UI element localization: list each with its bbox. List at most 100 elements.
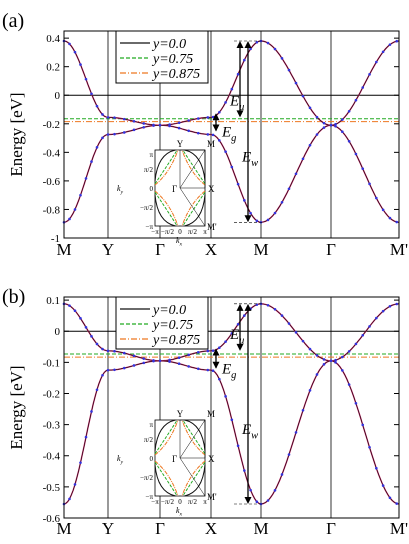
Eu-label-main: E — [229, 93, 239, 109]
band-marker — [68, 497, 71, 501]
band-marker — [266, 499, 270, 502]
inset-Mp-label: M' — [207, 492, 217, 502]
plot-frame — [63, 296, 400, 519]
Eg-arrow-head-top — [212, 348, 220, 356]
band-marker — [95, 104, 99, 108]
band-marker — [224, 395, 227, 398]
band-marker — [329, 123, 333, 127]
band-marker — [206, 368, 210, 372]
inset-Gamma-label: Γ — [172, 454, 177, 464]
inset-xtick: π/2 — [188, 498, 197, 506]
band-marker — [334, 123, 337, 126]
band-marker — [95, 146, 99, 149]
band-marker — [132, 364, 136, 367]
Eg-arrow-head-bottom — [212, 361, 220, 369]
band-marker — [218, 377, 221, 381]
band-marker — [224, 340, 227, 343]
band-marker — [287, 187, 291, 191]
band-marker — [211, 133, 215, 137]
band-marker — [79, 317, 82, 320]
band-marker — [106, 116, 110, 119]
Eg-label-main: E — [221, 125, 231, 141]
band-marker — [341, 369, 344, 372]
band-marker — [266, 41, 270, 45]
band-marker — [79, 63, 82, 66]
band-marker — [266, 218, 270, 222]
band-marker — [347, 109, 351, 113]
band-marker — [187, 119, 190, 122]
band-marker — [230, 165, 234, 169]
kpoint-label: X — [205, 519, 217, 538]
Ew-arrow-head-bottom — [244, 215, 252, 223]
band-marker — [101, 373, 104, 377]
band-marker — [236, 72, 240, 76]
band-marker — [73, 309, 77, 313]
legend: y=0.0y=0.75y=0.875 — [115, 296, 209, 350]
Eg-label: Eg — [221, 125, 236, 145]
band-marker — [113, 132, 116, 136]
band-marker — [249, 488, 252, 492]
inset-ytick: −π/2 — [140, 474, 153, 482]
band-marker — [315, 373, 319, 376]
plot-frame — [63, 30, 400, 239]
band-marker — [196, 131, 200, 135]
band-marker — [334, 358, 337, 362]
kpoint-label: Γ — [155, 240, 165, 259]
inset-xtick: −π — [151, 228, 159, 236]
band-marker — [368, 325, 371, 328]
Ew-arrow-head-top — [244, 303, 252, 311]
band-marker — [375, 316, 378, 320]
inset-xtick: π/2 — [188, 228, 197, 236]
band-marker — [308, 389, 312, 392]
band-marker — [158, 359, 162, 363]
band-marker — [224, 101, 227, 104]
band-upper-line — [63, 40, 400, 126]
Eu-label-sub: u — [239, 102, 244, 113]
band-marker — [132, 128, 136, 132]
band-marker — [79, 461, 82, 464]
band-marker — [322, 363, 326, 366]
band-marker — [106, 368, 110, 372]
y-tick-label: -0.4 — [43, 451, 61, 463]
inset-ytick: −π — [146, 223, 154, 231]
band-marker — [142, 357, 146, 360]
inset-xlabel-main: k — [176, 236, 180, 245]
band-marker — [177, 126, 181, 130]
band-marker — [361, 167, 365, 170]
band-marker — [329, 359, 333, 363]
band-marker — [218, 346, 221, 350]
band-marker — [354, 401, 358, 405]
band-marker — [249, 47, 252, 51]
band-marker — [243, 58, 246, 62]
band-marker — [73, 483, 77, 486]
band-marker — [122, 351, 126, 355]
inset-kpath — [179, 419, 206, 497]
band-marker — [177, 356, 181, 360]
Ew-label-main: E — [241, 150, 251, 166]
band-marker — [315, 354, 319, 357]
kpoint-label: M — [253, 519, 268, 538]
kpoint-label: M' — [390, 519, 408, 538]
band-marker — [368, 445, 371, 449]
y-tick-label: -0.5 — [43, 482, 61, 494]
kpoint-label: M — [253, 240, 268, 259]
band-marker — [388, 216, 392, 220]
band-marker — [294, 172, 298, 176]
y-tick-label: 0.1 — [46, 295, 60, 307]
band-marker — [218, 139, 221, 142]
y-tick-label: 0.2 — [46, 62, 60, 74]
panel-b: (b) Energy [eV] 0.1 0 -0.1 -0.2 -0.3 -0.4 -0.5 -0… — [2, 286, 408, 538]
band-marker — [255, 219, 259, 223]
legend-box — [115, 296, 209, 350]
band-marker — [142, 361, 146, 365]
inset-Y-label: Y — [177, 139, 184, 149]
inset-X-label: X — [208, 454, 215, 464]
inset-ylabel: ky — [117, 184, 124, 195]
band-marker — [142, 122, 146, 125]
legend-entry: y=0.75 — [151, 52, 193, 67]
band-marker — [106, 349, 110, 353]
inset-xlabel-main: k — [176, 506, 180, 515]
band-marker — [152, 124, 155, 127]
band-marker — [375, 466, 378, 470]
band-marker — [381, 208, 385, 212]
